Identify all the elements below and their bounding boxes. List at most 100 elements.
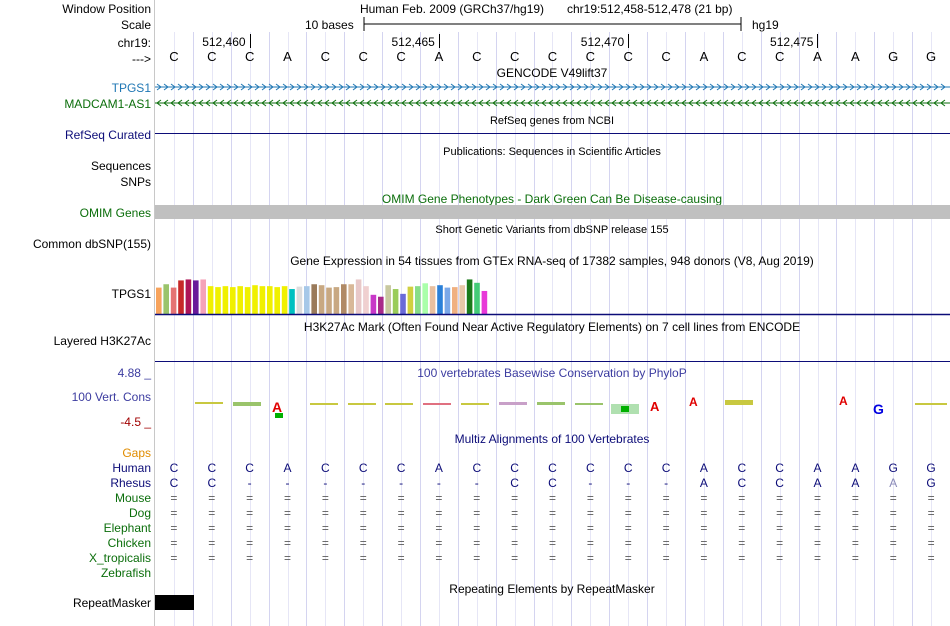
gtex-tissue-bar[interactable] xyxy=(452,287,458,314)
gtex-tissue-bar[interactable] xyxy=(156,287,162,314)
gtex-tissue-bar[interactable] xyxy=(355,279,362,314)
sequence-base: C xyxy=(396,49,406,64)
strand-chevron xyxy=(366,99,372,107)
gtex-tissue-bar[interactable] xyxy=(392,289,399,314)
gtex-gene-label[interactable]: TPGS1 xyxy=(111,287,151,301)
strand-chevron xyxy=(779,99,785,107)
snps-track-label[interactable]: SNPs xyxy=(120,175,151,189)
species-label[interactable]: Rhesus xyxy=(110,476,151,490)
gtex-tissue-bar[interactable] xyxy=(407,286,414,314)
alignment-base: = xyxy=(586,491,594,505)
gtex-tissue-bar[interactable] xyxy=(178,280,184,314)
gtex-tissue-bar[interactable] xyxy=(237,286,243,314)
phylop-track-label[interactable]: 100 Vert. Cons xyxy=(71,390,151,404)
gtex-tissue-bar[interactable] xyxy=(289,289,295,314)
gene-label-tpgs1[interactable]: TPGS1 xyxy=(111,81,151,95)
h3k27ac-track-label[interactable]: Layered H3K27Ac xyxy=(53,334,151,348)
gtex-tissue-bar[interactable] xyxy=(466,279,473,314)
gtex-tissue-bar[interactable] xyxy=(348,284,354,314)
refseq-track-label[interactable]: RefSeq Curated xyxy=(64,128,151,142)
gtex-tissue-bar[interactable] xyxy=(244,287,251,314)
omim-gene-bar[interactable] xyxy=(155,205,950,219)
alignment-base: A xyxy=(283,461,292,475)
strand-chevron xyxy=(478,99,484,107)
gtex-tissue-bar[interactable] xyxy=(267,286,273,314)
gtex-tissue-bar[interactable] xyxy=(252,285,258,314)
gtex-bar-chart[interactable] xyxy=(155,266,950,316)
gtex-tissue-bar[interactable] xyxy=(207,286,214,314)
phylop-mark xyxy=(195,402,223,404)
gtex-tissue-bar[interactable] xyxy=(400,293,406,314)
repeatmasker-element[interactable] xyxy=(155,595,194,610)
gtex-tissue-bar[interactable] xyxy=(437,285,443,314)
strand-chevron xyxy=(457,83,463,91)
strand-chevron xyxy=(618,83,624,91)
browser-image[interactable]: Human Feb. 2009 (GRCh37/hg19) chr19:512,… xyxy=(155,0,950,626)
strand-chevron xyxy=(331,83,337,91)
gtex-tissue-bar[interactable] xyxy=(474,282,480,314)
phylop-logo[interactable]: A A A A G xyxy=(155,394,950,420)
gtex-tissue-bar[interactable] xyxy=(415,286,421,314)
species-label[interactable]: Mouse xyxy=(114,491,151,505)
gtex-tissue-bar[interactable] xyxy=(274,287,280,314)
gtex-tissue-bar[interactable] xyxy=(385,285,391,314)
species-label[interactable]: Chicken xyxy=(107,536,151,550)
strand-chevron xyxy=(835,83,841,91)
gtex-tissue-bar[interactable] xyxy=(259,286,266,314)
strand-chevron xyxy=(282,99,288,107)
strand-chevron xyxy=(282,83,288,91)
repeatmasker-track-label[interactable]: RepeatMasker xyxy=(72,596,151,610)
alignment-base: = xyxy=(511,521,519,535)
gtex-tissue-bar[interactable] xyxy=(215,287,221,314)
gtex-tissue-bar[interactable] xyxy=(341,284,347,314)
gtex-tissue-bar[interactable] xyxy=(222,286,229,314)
gtex-tissue-bar[interactable] xyxy=(304,286,310,314)
gtex-tissue-bar[interactable] xyxy=(163,284,169,314)
gtex-tissue-bar[interactable] xyxy=(170,287,177,314)
gtex-tissue-bar[interactable] xyxy=(378,296,384,314)
alignment-base: = xyxy=(738,536,746,550)
refseq-gene-line[interactable] xyxy=(155,133,950,134)
gtex-tissue-bar[interactable] xyxy=(333,287,340,314)
gaps-label: Gaps xyxy=(122,446,151,460)
gtex-tissue-bar[interactable] xyxy=(185,279,192,314)
alignment-base: C xyxy=(548,476,557,490)
dbsnp-track-label[interactable]: Common dbSNP(155) xyxy=(32,237,151,251)
species-label[interactable]: Human xyxy=(112,461,151,475)
gtex-tissue-bar[interactable] xyxy=(281,286,288,314)
alignment-base: C xyxy=(775,461,784,475)
coordinate-tick-mark xyxy=(249,34,251,48)
sequence-base: C xyxy=(623,49,633,64)
gtex-tissue-bar[interactable] xyxy=(459,285,465,314)
gtex-tissue-bar[interactable] xyxy=(444,287,451,314)
gene-label-madcam1-as1[interactable]: MADCAM1-AS1 xyxy=(64,97,151,111)
gtex-tissue-bar[interactable] xyxy=(311,284,317,314)
species-label[interactable]: Elephant xyxy=(103,521,151,535)
sequences-track-label[interactable]: Sequences xyxy=(90,159,151,173)
species-label[interactable]: Zebrafish xyxy=(100,566,151,580)
gtex-tissue-bar[interactable] xyxy=(326,287,332,314)
gtex-tissue-bar[interactable] xyxy=(370,294,377,314)
omim-track-label[interactable]: OMIM Genes xyxy=(79,206,151,220)
tpgs1-gene-strand[interactable] xyxy=(155,82,950,92)
gtex-tissue-bar[interactable] xyxy=(318,285,325,314)
strand-chevron xyxy=(310,83,316,91)
strand-chevron xyxy=(821,83,827,91)
alignment-base: = xyxy=(359,521,367,535)
gtex-tissue-bar[interactable] xyxy=(429,286,436,314)
species-label[interactable]: Dog xyxy=(128,506,151,520)
gtex-tissue-bar[interactable] xyxy=(363,286,369,314)
strand-chevron xyxy=(513,99,519,107)
gtex-tissue-bar[interactable] xyxy=(422,283,428,314)
gtex-tissue-bar[interactable] xyxy=(193,280,199,314)
gtex-tissue-bar[interactable] xyxy=(296,286,303,314)
gtex-tissue-bar[interactable] xyxy=(230,287,236,314)
strand-chevron xyxy=(429,99,435,107)
gtex-tissue-bar[interactable] xyxy=(200,279,206,314)
madcam1-as1-gene-strand[interactable] xyxy=(155,98,950,108)
strand-chevron xyxy=(898,99,904,107)
gtex-tissue-bar[interactable] xyxy=(481,290,488,314)
species-label[interactable]: X_tropicalis xyxy=(88,551,151,565)
strand-chevron xyxy=(667,99,673,107)
alignment-base: = xyxy=(851,521,859,535)
